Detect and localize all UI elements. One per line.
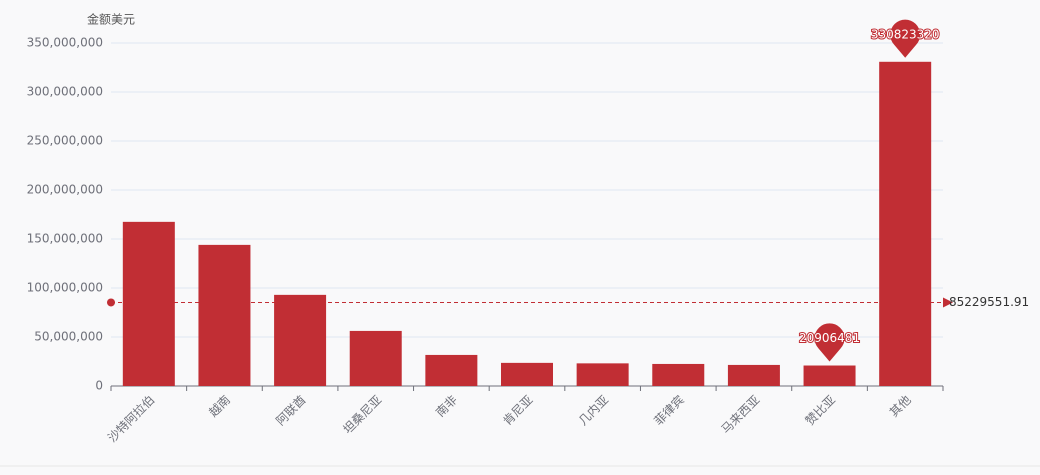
- bar: [122, 221, 175, 386]
- mark-point-label: 20906481: [799, 331, 860, 345]
- y-tick-label: 100,000,000: [27, 281, 103, 295]
- bar: [727, 364, 780, 386]
- bar: [879, 61, 932, 386]
- y-tick-label: 0: [95, 379, 103, 393]
- bar: [274, 294, 327, 386]
- y-tick-label: 350,000,000: [27, 36, 103, 50]
- bar: [501, 362, 553, 386]
- y-tick-label: 250,000,000: [27, 134, 103, 148]
- mark-point-label: 330823320: [871, 27, 940, 41]
- bar: [425, 354, 478, 386]
- mark-point-pin: [890, 19, 921, 58]
- bar: [576, 363, 629, 386]
- y-tick-label: 150,000,000: [27, 232, 103, 246]
- bar: [803, 365, 856, 386]
- y-tick-label: 300,000,000: [27, 85, 103, 99]
- y-tick-label: 50,000,000: [34, 330, 103, 344]
- y-tick-label: 200,000,000: [27, 183, 103, 197]
- bar: [198, 244, 251, 386]
- y-axis-name: 金额美元: [87, 12, 135, 27]
- average-line-arrow: [943, 297, 953, 308]
- average-line-label: 85229551.91: [949, 295, 1029, 309]
- bar: [652, 363, 705, 386]
- mark-point-pin: [814, 323, 845, 362]
- bar: [349, 330, 402, 386]
- average-line-start: [107, 298, 115, 307]
